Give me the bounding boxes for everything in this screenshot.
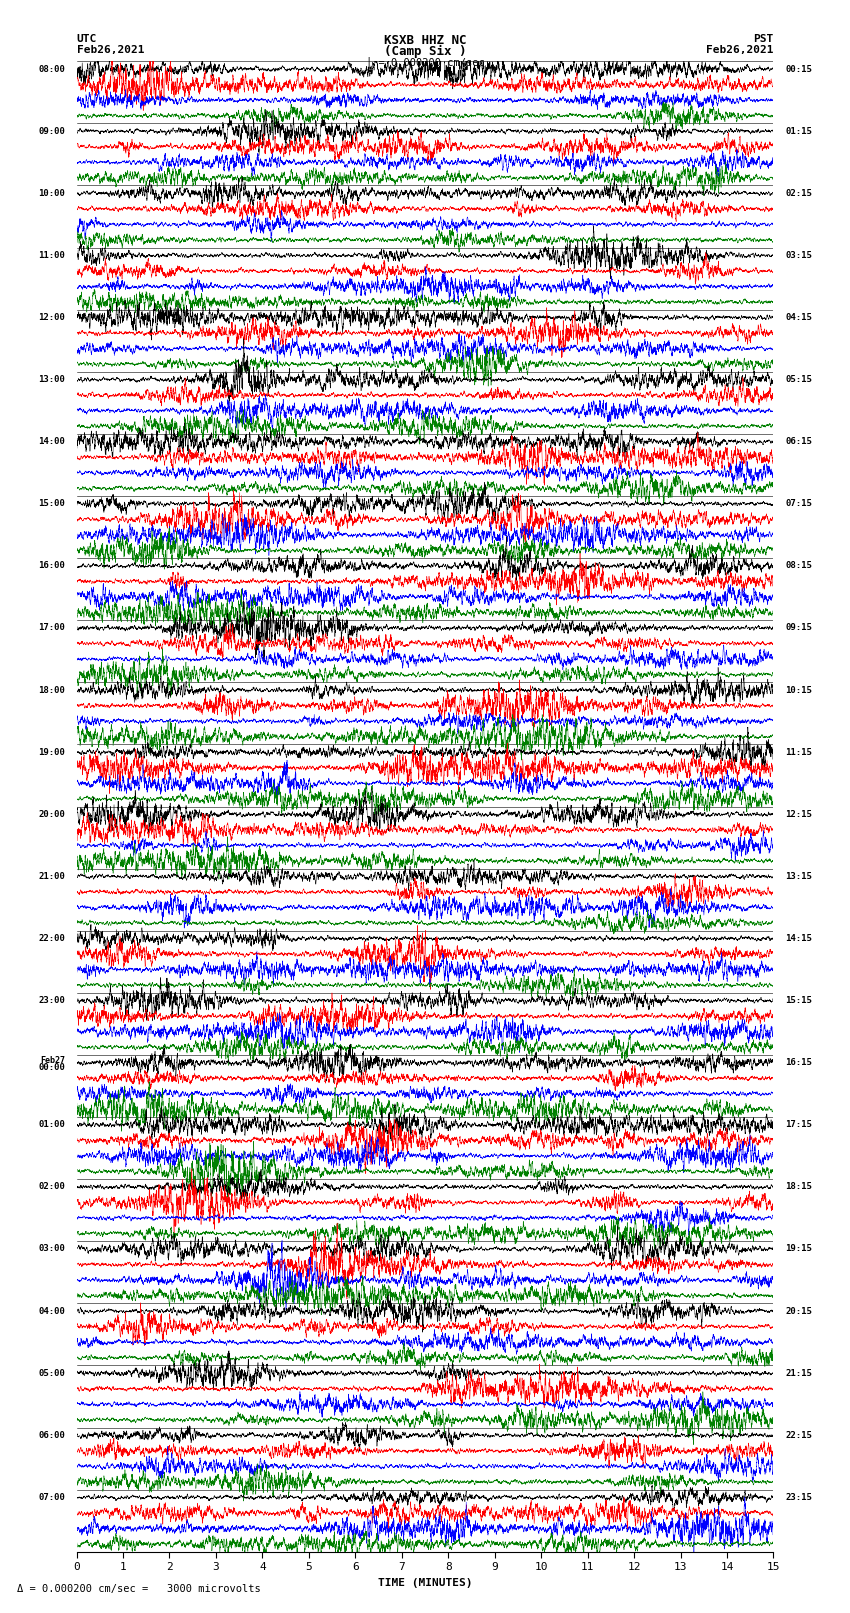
Text: (Camp Six ): (Camp Six ) <box>383 45 467 58</box>
Text: UTC: UTC <box>76 34 97 44</box>
Text: 20:15: 20:15 <box>785 1307 812 1316</box>
Text: 18:15: 18:15 <box>785 1182 812 1192</box>
Text: 08:00: 08:00 <box>38 65 65 74</box>
Text: 02:15: 02:15 <box>785 189 812 198</box>
Text: Feb26,2021: Feb26,2021 <box>76 45 144 55</box>
Text: 13:00: 13:00 <box>38 376 65 384</box>
Text: 22:15: 22:15 <box>785 1431 812 1440</box>
Text: 10:15: 10:15 <box>785 686 812 695</box>
Text: 19:00: 19:00 <box>38 748 65 756</box>
Text: 23:00: 23:00 <box>38 997 65 1005</box>
Text: KSXB HHZ NC: KSXB HHZ NC <box>383 34 467 47</box>
Text: 09:00: 09:00 <box>38 127 65 135</box>
Text: 07:15: 07:15 <box>785 500 812 508</box>
Text: 14:00: 14:00 <box>38 437 65 447</box>
Text: Δ = 0.000200 cm/sec =   3000 microvolts: Δ = 0.000200 cm/sec = 3000 microvolts <box>17 1584 261 1594</box>
Text: 11:15: 11:15 <box>785 748 812 756</box>
Text: 05:15: 05:15 <box>785 376 812 384</box>
Text: 17:15: 17:15 <box>785 1121 812 1129</box>
Text: 04:00: 04:00 <box>38 1307 65 1316</box>
Text: 19:15: 19:15 <box>785 1245 812 1253</box>
Text: 16:00: 16:00 <box>38 561 65 571</box>
Text: 10:00: 10:00 <box>38 189 65 198</box>
Text: 14:15: 14:15 <box>785 934 812 944</box>
Text: 18:00: 18:00 <box>38 686 65 695</box>
Text: 12:15: 12:15 <box>785 810 812 819</box>
Text: 01:15: 01:15 <box>785 127 812 135</box>
Text: 05:00: 05:00 <box>38 1369 65 1378</box>
Text: 08:15: 08:15 <box>785 561 812 571</box>
Text: 00:00: 00:00 <box>38 1063 65 1071</box>
Text: 22:00: 22:00 <box>38 934 65 944</box>
Text: 07:00: 07:00 <box>38 1494 65 1502</box>
Text: 23:15: 23:15 <box>785 1494 812 1502</box>
Text: 01:00: 01:00 <box>38 1121 65 1129</box>
Text: 21:00: 21:00 <box>38 873 65 881</box>
Text: 16:15: 16:15 <box>785 1058 812 1068</box>
Text: 03:00: 03:00 <box>38 1245 65 1253</box>
Text: 04:15: 04:15 <box>785 313 812 323</box>
Text: 15:15: 15:15 <box>785 997 812 1005</box>
Text: │ = 0.000200 cm/sec: │ = 0.000200 cm/sec <box>366 56 484 68</box>
Text: 21:15: 21:15 <box>785 1369 812 1378</box>
Text: 09:15: 09:15 <box>785 624 812 632</box>
X-axis label: TIME (MINUTES): TIME (MINUTES) <box>377 1578 473 1587</box>
Text: PST: PST <box>753 34 774 44</box>
Text: 12:00: 12:00 <box>38 313 65 323</box>
Text: 13:15: 13:15 <box>785 873 812 881</box>
Text: 06:00: 06:00 <box>38 1431 65 1440</box>
Text: Feb26,2021: Feb26,2021 <box>706 45 774 55</box>
Text: 15:00: 15:00 <box>38 500 65 508</box>
Text: 06:15: 06:15 <box>785 437 812 447</box>
Text: 03:15: 03:15 <box>785 252 812 260</box>
Text: 17:00: 17:00 <box>38 624 65 632</box>
Text: 02:00: 02:00 <box>38 1182 65 1192</box>
Text: 00:15: 00:15 <box>785 65 812 74</box>
Text: 11:00: 11:00 <box>38 252 65 260</box>
Text: Feb27: Feb27 <box>40 1057 65 1065</box>
Text: 20:00: 20:00 <box>38 810 65 819</box>
